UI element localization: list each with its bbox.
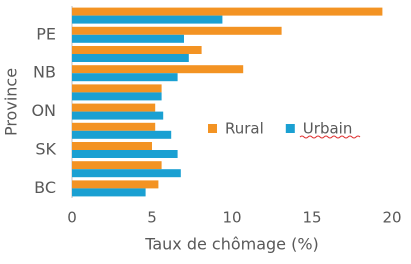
bar (72, 142, 152, 150)
legend-label: Rural (225, 120, 264, 138)
y-tick-label: NB (33, 63, 56, 82)
x-tick-label: 0 (67, 209, 77, 227)
spellcheck-underline (299, 135, 361, 139)
bar (72, 103, 156, 112)
bar (72, 46, 202, 54)
y-tick-label: PE (36, 24, 56, 43)
bar (72, 161, 162, 170)
legend-swatch (285, 124, 295, 133)
x-axis-title: Taux de chômage (%) (144, 235, 319, 254)
legend-swatch (208, 124, 217, 133)
bar (72, 26, 282, 35)
bar (72, 7, 383, 16)
bar (72, 169, 181, 178)
bar (72, 15, 223, 24)
legend-label: Urbain (303, 120, 353, 138)
bar (72, 150, 178, 158)
bar (72, 111, 164, 120)
y-tick-label: ON (31, 101, 56, 120)
bar (72, 73, 178, 82)
y-axis-title: Province (2, 68, 21, 136)
bar (72, 122, 156, 131)
y-tick-label: BC (34, 178, 56, 197)
x-tick-label: 15 (302, 209, 321, 227)
bar (72, 130, 172, 139)
y-tick-label: SK (35, 140, 56, 159)
x-tick-label: 5 (147, 209, 157, 227)
bar (72, 84, 162, 93)
bar (72, 92, 162, 101)
x-tick-label: 10 (222, 209, 241, 227)
bar (72, 34, 184, 43)
bar (72, 188, 146, 197)
x-tick-label: 20 (382, 209, 401, 227)
bar (72, 65, 244, 74)
bar (72, 54, 189, 62)
bar (72, 180, 159, 189)
